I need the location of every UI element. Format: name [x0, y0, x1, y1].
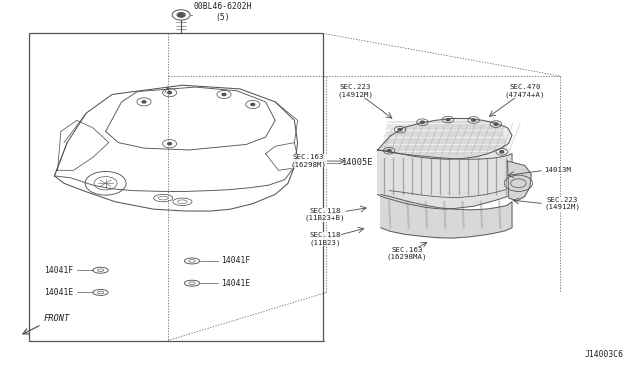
Text: SEC.163
(16298MA): SEC.163 (16298MA) [387, 247, 428, 260]
Circle shape [177, 13, 185, 17]
Text: SEC.118
(11B23): SEC.118 (11B23) [309, 232, 341, 246]
Text: FRONT: FRONT [44, 314, 70, 323]
Text: SEC.223
(14912M): SEC.223 (14912M) [544, 197, 580, 211]
Circle shape [251, 103, 255, 106]
Circle shape [420, 121, 424, 124]
Text: 14041E: 14041E [221, 279, 250, 288]
Text: SEC.163
(16298M): SEC.163 (16298M) [291, 154, 326, 168]
Circle shape [472, 119, 476, 121]
Circle shape [142, 101, 146, 103]
Bar [29, 33, 323, 340]
Text: SEC.470
(47474+A): SEC.470 (47474+A) [504, 84, 545, 97]
Circle shape [168, 92, 172, 94]
Polygon shape [508, 161, 531, 201]
Circle shape [494, 123, 498, 125]
Circle shape [168, 142, 172, 145]
Circle shape [500, 151, 504, 153]
Polygon shape [378, 119, 512, 159]
Text: 14041F: 14041F [221, 256, 250, 266]
Text: 14005E: 14005E [342, 158, 374, 167]
Circle shape [387, 150, 391, 152]
Text: J14003C6: J14003C6 [585, 350, 624, 359]
Circle shape [446, 119, 450, 121]
Polygon shape [381, 195, 512, 238]
Circle shape [398, 128, 402, 131]
Text: SEC.118
(11B23+B): SEC.118 (11B23+B) [305, 208, 346, 221]
Polygon shape [378, 150, 512, 209]
Text: SEC.223
(14912M): SEC.223 (14912M) [337, 84, 373, 97]
Text: 14041F: 14041F [44, 266, 74, 275]
Text: 14041E: 14041E [44, 288, 74, 297]
Text: 14013M: 14013M [544, 167, 571, 173]
Text: 00BL46-6202H
(5): 00BL46-6202H (5) [194, 2, 252, 22]
Circle shape [222, 93, 226, 96]
